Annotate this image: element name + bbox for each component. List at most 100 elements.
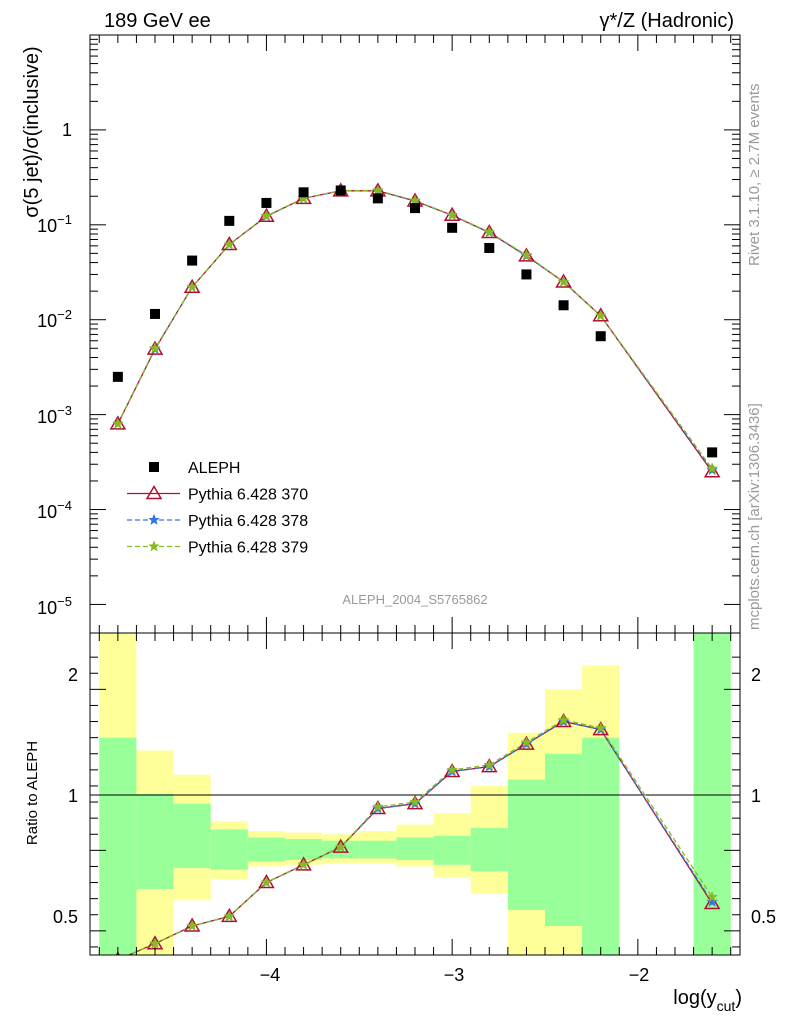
ratio-band-green-12	[545, 753, 583, 927]
ratio-y-tick-1-right: 1	[751, 786, 761, 806]
ratio-series-1-point-14	[706, 895, 719, 907]
ratio-band-green-14	[693, 633, 731, 955]
main-series-2-point-8	[409, 194, 421, 206]
ratio-y-tick-2-right: 2	[751, 665, 761, 685]
aleph-data-point-3	[224, 215, 235, 226]
ratio-series-2-point-11	[520, 736, 533, 748]
ratio-band-green-10	[470, 827, 508, 872]
ratio-band-green-0	[99, 737, 137, 955]
mcplots-label: mcplots.cern.ch [arXiv:1306.3436]	[746, 403, 763, 630]
main-series-2-point-12	[557, 275, 570, 287]
ratio-series-2-point-5	[297, 858, 310, 870]
ratio-series-2-point-12	[557, 713, 570, 725]
aleph-data-point-7	[372, 193, 383, 204]
ratio-band-green-5	[285, 839, 323, 861]
ratio-series-2-point-6	[334, 840, 347, 853]
aleph-data-point-0	[112, 371, 123, 382]
ratio-y-axis-label: Ratio to ALEPH	[24, 741, 41, 845]
ratio-y-tick-1: 1	[68, 786, 78, 806]
main-series-2-point-14	[706, 462, 719, 474]
main-panel	[89, 34, 741, 634]
aleph-data-point-10	[484, 242, 495, 253]
ratio-series-2-point-3	[223, 910, 236, 922]
main-series-2-point-7	[371, 184, 384, 196]
legend: ALEPH Pythia 6.428 370 Pythia 6.428 378 Pyt…	[127, 460, 308, 557]
ratio-y-tick-0.5-right: 0.5	[751, 907, 776, 927]
main-series-2-point-9	[446, 208, 459, 220]
x-axis-label: log(ycut)	[673, 987, 742, 1014]
ratio-band-green-7	[359, 840, 397, 859]
y-tick-label-1e-1: 10−1	[37, 212, 72, 236]
ratio-series-2-point-9	[446, 763, 459, 775]
legend-label-2: Pythia 6.428 378	[188, 513, 308, 530]
aleph-data-point-2	[187, 255, 198, 266]
y-tick-label-1e-4: 10−4	[37, 498, 72, 522]
aleph-data-point-4	[261, 197, 272, 208]
legend-label-1: Pythia 6.428 370	[188, 487, 308, 504]
header-right: γ*/Z (Hadronic)	[600, 10, 734, 32]
x-tick-label-m4: −4	[260, 965, 281, 985]
ratio-series-2-point-10	[483, 758, 496, 771]
ratio-series-2-point-7	[371, 800, 384, 812]
ratio-series-2-point-0	[117, 953, 119, 955]
rivet-label: Rivet 3.1.10, ≥ 2.7M events	[746, 84, 763, 267]
main-series-2-point-4	[260, 209, 273, 221]
aleph-data-point-5	[298, 187, 309, 198]
main-y-axis-label: σ(5 jet)/σ(inclusive)	[21, 46, 43, 217]
ratio-band-green-11	[507, 779, 545, 910]
ratio-series-2-point-13	[594, 721, 607, 733]
ratio-band-green-1	[136, 794, 174, 889]
y-tick-label-1e-3: 10−3	[37, 403, 72, 427]
x-tick-labels: −4 −3 −2	[260, 965, 650, 985]
aleph-data-point-11	[521, 269, 532, 280]
main-series-0-point-14	[703, 463, 721, 478]
x-tick-label-m3: −3	[444, 965, 465, 985]
ratio-series-2-point-4	[260, 876, 273, 888]
ratio-band-green-8	[396, 837, 434, 861]
aleph-data-point-8	[410, 203, 420, 214]
y-tick-label-1: 1	[62, 120, 72, 140]
main-series-2-point-0	[111, 417, 124, 429]
main-series-2-point-2	[186, 280, 199, 293]
ratio-band-green-2	[173, 803, 211, 869]
main-series-line-2	[117, 189, 713, 469]
aleph-data-point-6	[335, 185, 346, 196]
legend-label-0: ALEPH	[188, 460, 240, 477]
watermark: ALEPH_2004_S5765862	[342, 592, 487, 607]
aleph-data-point-9	[447, 222, 458, 233]
ratio-band-green-13	[582, 737, 620, 955]
main-y-tick-labels: 1 10−1 10−2 10−3 10−4 10−5	[37, 120, 72, 618]
main-series-line-0	[117, 190, 713, 473]
aleph-data-point-1	[150, 308, 160, 319]
ratio-series-0-point-14	[703, 894, 721, 910]
ratio-panel	[89, 632, 741, 956]
aleph-data-point-12	[558, 300, 569, 311]
ratio-y-tick-labels-left: 2 1 0.5	[53, 665, 78, 927]
ratio-band-green-3	[210, 829, 248, 870]
ratio-series-2-point-2	[186, 919, 199, 932]
legend-marker-1	[145, 485, 163, 500]
main-series-2-point-13	[594, 309, 607, 321]
ratio-frame	[89, 632, 741, 956]
legend-marker-2	[148, 513, 160, 525]
ratio-series-2-point-8	[409, 795, 421, 808]
ratio-series-2-point-1	[149, 937, 161, 949]
main-series-2-point-1	[149, 342, 161, 354]
main-series-2-point-11	[520, 248, 533, 261]
aleph-data-point-13	[595, 331, 606, 342]
x-tick-label-m2: −2	[629, 965, 650, 985]
legend-marker-3	[148, 540, 160, 552]
ratio-y-tick-0.5: 0.5	[53, 907, 78, 927]
ratio-y-tick-2: 2	[68, 665, 78, 685]
legend-marker-aleph	[149, 462, 159, 472]
header-left: 189 GeV ee	[104, 10, 211, 32]
y-tick-label-1e-2: 10−2	[37, 307, 72, 331]
legend-label-3: Pythia 6.428 379	[188, 540, 308, 557]
aleph-data-point-14	[707, 447, 718, 458]
y-tick-label-1e-5: 10−5	[37, 594, 72, 618]
main-series-2-point-3	[223, 238, 236, 250]
main-series-line-1	[117, 190, 713, 471]
ratio-series-1-point-0	[117, 953, 119, 955]
ratio-band-green-9	[433, 835, 471, 865]
